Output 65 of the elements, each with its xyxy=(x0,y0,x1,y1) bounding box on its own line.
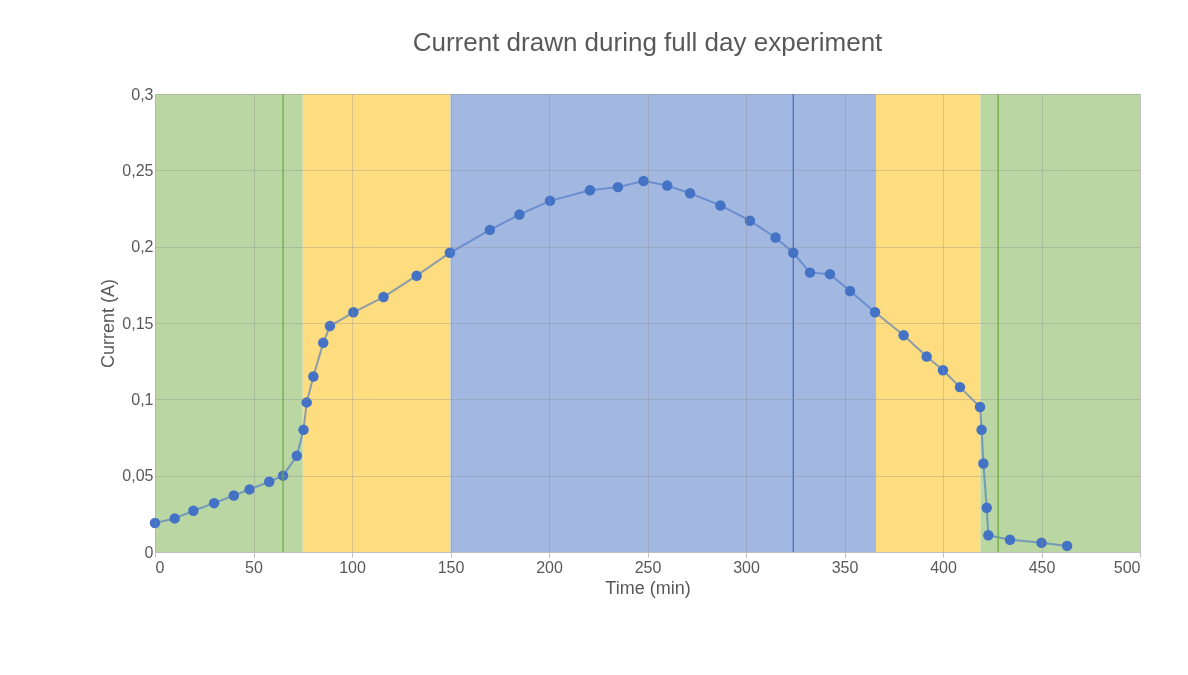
point xyxy=(378,291,389,303)
point xyxy=(844,285,856,297)
point xyxy=(638,175,649,187)
y-tick-label: 0,15 xyxy=(122,314,154,332)
point xyxy=(208,497,220,509)
point xyxy=(661,180,673,191)
point xyxy=(264,476,275,488)
x-tick-label: 450 xyxy=(1028,558,1056,576)
point xyxy=(744,215,756,226)
point xyxy=(824,268,836,280)
x-tick-label: 200 xyxy=(536,558,563,576)
point xyxy=(324,320,336,332)
point xyxy=(484,224,496,236)
y-tick-label: 0,1 xyxy=(131,390,154,408)
point xyxy=(978,458,989,469)
point xyxy=(869,307,881,318)
point xyxy=(149,517,161,529)
point xyxy=(770,232,781,243)
chart-title: Current drawn during full day experiment xyxy=(412,27,884,57)
x-tick-label: 500 xyxy=(1113,558,1141,576)
x-tick-label: 400 xyxy=(930,558,957,576)
point xyxy=(584,184,596,196)
x-tick-label: 350 xyxy=(831,558,859,576)
point xyxy=(1004,534,1016,546)
x-axis-title: Time (min) xyxy=(605,577,691,598)
point xyxy=(954,381,966,393)
point xyxy=(898,329,909,341)
y-tick-label: 0,05 xyxy=(122,467,154,485)
x-tick-label: 0 xyxy=(155,558,165,576)
x-tick-label: 300 xyxy=(733,558,760,576)
point xyxy=(684,188,696,199)
point xyxy=(921,351,932,362)
point xyxy=(411,270,422,281)
point xyxy=(804,267,816,278)
point xyxy=(317,337,329,349)
point xyxy=(544,195,556,207)
point xyxy=(301,397,312,408)
point xyxy=(1061,540,1073,552)
point xyxy=(974,401,986,413)
x-tick-label: 50 xyxy=(245,558,263,576)
x-tick-label: 100 xyxy=(339,558,366,576)
y-tick-label: 0,2 xyxy=(131,238,154,256)
point xyxy=(981,502,992,513)
y-tick-label: 0,3 xyxy=(131,85,154,103)
y-tick-label: 0 xyxy=(144,543,154,561)
x-tick-label: 150 xyxy=(437,558,465,576)
point xyxy=(983,529,994,541)
point xyxy=(937,365,949,376)
point xyxy=(1036,537,1047,549)
point xyxy=(228,490,240,501)
y-tick-label: 0,25 xyxy=(122,161,154,179)
point xyxy=(169,513,180,524)
point xyxy=(244,484,255,495)
y-axis-title: Current (A) xyxy=(98,278,119,369)
point xyxy=(976,424,987,436)
point xyxy=(444,247,456,259)
point xyxy=(291,450,303,462)
x-tick-label: 250 xyxy=(634,558,662,576)
point xyxy=(514,209,525,220)
point xyxy=(715,200,726,211)
point xyxy=(348,307,359,318)
point xyxy=(188,505,199,517)
point xyxy=(308,371,319,382)
point xyxy=(298,424,309,436)
point xyxy=(612,181,624,193)
